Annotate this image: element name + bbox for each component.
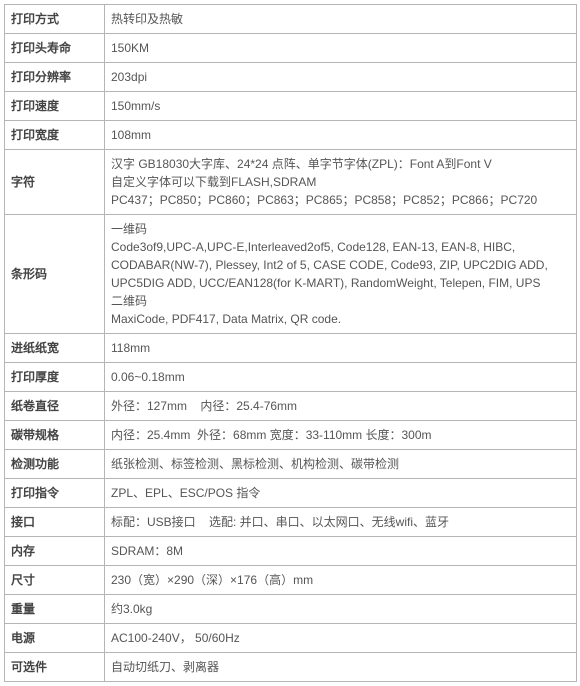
spec-value: 外径：127mm 内径：25.4-76mm bbox=[105, 392, 577, 421]
spec-label: 重量 bbox=[5, 595, 105, 624]
spec-label: 打印分辨率 bbox=[5, 63, 105, 92]
table-row: 重量约3.0kg bbox=[5, 595, 577, 624]
spec-label: 接口 bbox=[5, 508, 105, 537]
table-row: 条形码一维码 Code3of9,UPC-A,UPC-E,Interleaved2… bbox=[5, 215, 577, 334]
spec-label: 条形码 bbox=[5, 215, 105, 334]
spec-label: 纸卷直径 bbox=[5, 392, 105, 421]
table-row: 尺寸230（宽）×290（深）×176（高）mm bbox=[5, 566, 577, 595]
table-row: 进纸纸宽118mm bbox=[5, 334, 577, 363]
spec-value: AC100-240V， 50/60Hz bbox=[105, 624, 577, 653]
table-row: 打印方式热转印及热敏 bbox=[5, 5, 577, 34]
spec-value: 汉字 GB18030大字库、24*24 点阵、单字节字体(ZPL)：Font A… bbox=[105, 150, 577, 215]
table-row: 打印分辨率203dpi bbox=[5, 63, 577, 92]
spec-value: 自动切纸刀、剥离器 bbox=[105, 653, 577, 682]
table-row: 打印厚度0.06~0.18mm bbox=[5, 363, 577, 392]
table-row: 碳带规格内径：25.4mm 外径：68mm 宽度：33-110mm 长度：300… bbox=[5, 421, 577, 450]
spec-label: 打印头寿命 bbox=[5, 34, 105, 63]
spec-label: 进纸纸宽 bbox=[5, 334, 105, 363]
spec-table-body: 打印方式热转印及热敏打印头寿命150KM打印分辨率203dpi打印速度150mm… bbox=[5, 5, 577, 682]
table-row: 打印头寿命150KM bbox=[5, 34, 577, 63]
spec-label: 尺寸 bbox=[5, 566, 105, 595]
spec-value: 150mm/s bbox=[105, 92, 577, 121]
spec-table: 打印方式热转印及热敏打印头寿命150KM打印分辨率203dpi打印速度150mm… bbox=[4, 4, 577, 682]
table-row: 电源AC100-240V， 50/60Hz bbox=[5, 624, 577, 653]
spec-value: 内径：25.4mm 外径：68mm 宽度：33-110mm 长度：300m bbox=[105, 421, 577, 450]
spec-value: 150KM bbox=[105, 34, 577, 63]
spec-value: 热转印及热敏 bbox=[105, 5, 577, 34]
spec-label: 检测功能 bbox=[5, 450, 105, 479]
spec-value: ZPL、EPL、ESC/POS 指令 bbox=[105, 479, 577, 508]
spec-value: 约3.0kg bbox=[105, 595, 577, 624]
spec-label: 可选件 bbox=[5, 653, 105, 682]
table-row: 打印宽度108mm bbox=[5, 121, 577, 150]
table-row: 可选件自动切纸刀、剥离器 bbox=[5, 653, 577, 682]
spec-label: 字符 bbox=[5, 150, 105, 215]
spec-value: 108mm bbox=[105, 121, 577, 150]
spec-value: 一维码 Code3of9,UPC-A,UPC-E,Interleaved2of5… bbox=[105, 215, 577, 334]
spec-label: 碳带规格 bbox=[5, 421, 105, 450]
spec-value: 230（宽）×290（深）×176（高）mm bbox=[105, 566, 577, 595]
table-row: 内存SDRAM：8M bbox=[5, 537, 577, 566]
spec-value: SDRAM：8M bbox=[105, 537, 577, 566]
spec-label: 打印宽度 bbox=[5, 121, 105, 150]
spec-label: 打印指令 bbox=[5, 479, 105, 508]
table-row: 检测功能纸张检测、标签检测、黑标检测、机构检测、碳带检测 bbox=[5, 450, 577, 479]
spec-value: 0.06~0.18mm bbox=[105, 363, 577, 392]
table-row: 接口标配：USB接口 选配: 并口、串口、以太网口、无线wifi、蓝牙 bbox=[5, 508, 577, 537]
spec-value: 203dpi bbox=[105, 63, 577, 92]
spec-value: 标配：USB接口 选配: 并口、串口、以太网口、无线wifi、蓝牙 bbox=[105, 508, 577, 537]
spec-label: 打印速度 bbox=[5, 92, 105, 121]
spec-value: 纸张检测、标签检测、黑标检测、机构检测、碳带检测 bbox=[105, 450, 577, 479]
spec-label: 打印厚度 bbox=[5, 363, 105, 392]
spec-value: 118mm bbox=[105, 334, 577, 363]
table-row: 打印速度150mm/s bbox=[5, 92, 577, 121]
table-row: 字符汉字 GB18030大字库、24*24 点阵、单字节字体(ZPL)：Font… bbox=[5, 150, 577, 215]
spec-label: 内存 bbox=[5, 537, 105, 566]
table-row: 纸卷直径外径：127mm 内径：25.4-76mm bbox=[5, 392, 577, 421]
spec-label: 电源 bbox=[5, 624, 105, 653]
spec-label: 打印方式 bbox=[5, 5, 105, 34]
table-row: 打印指令ZPL、EPL、ESC/POS 指令 bbox=[5, 479, 577, 508]
